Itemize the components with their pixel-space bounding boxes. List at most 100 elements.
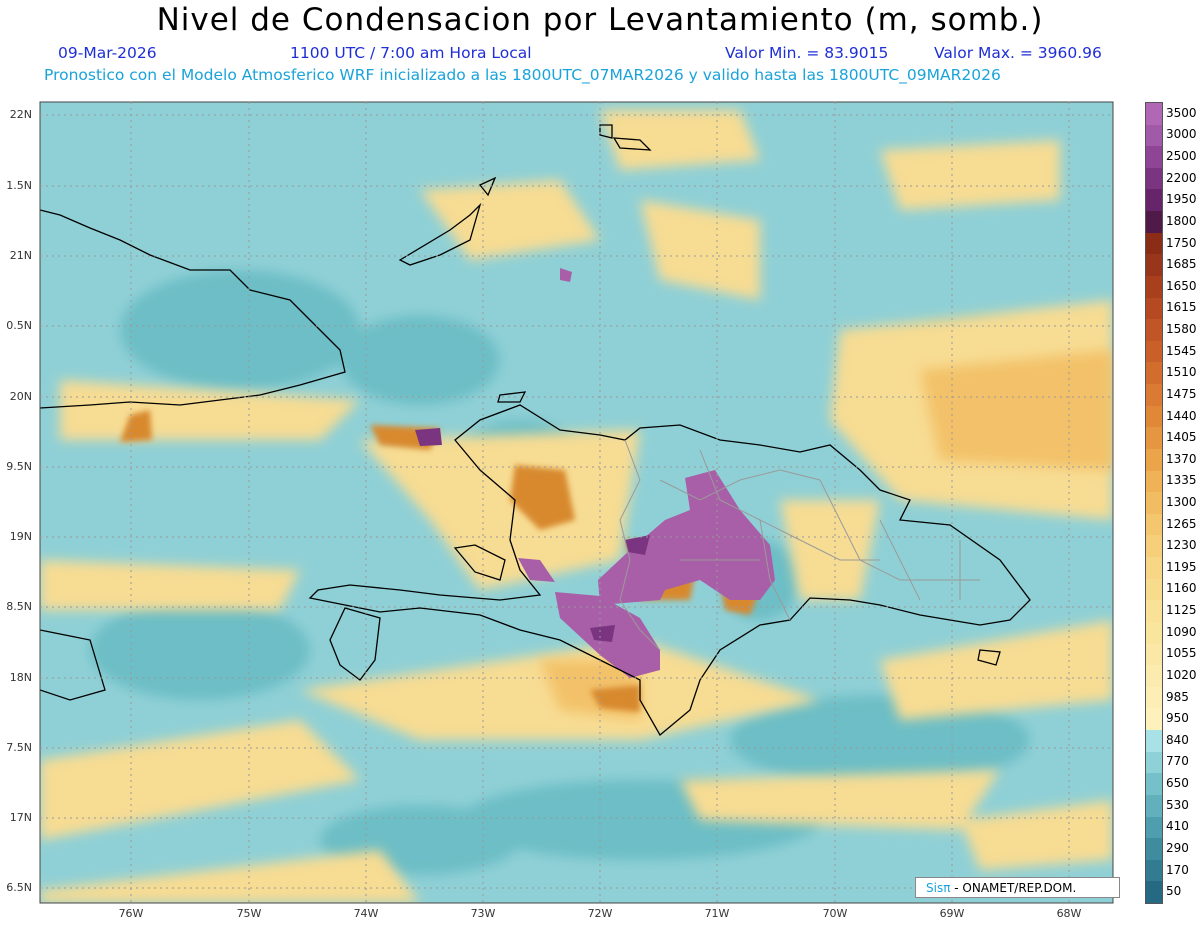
legend-label: 1370 bbox=[1166, 451, 1197, 466]
legend-label: 3000 bbox=[1166, 127, 1197, 142]
legend-label: 650 bbox=[1166, 776, 1189, 791]
legend-swatch bbox=[1146, 167, 1162, 190]
legend-label: 290 bbox=[1166, 840, 1189, 855]
legend-label: 950 bbox=[1166, 711, 1189, 726]
legend-label: 1300 bbox=[1166, 495, 1197, 509]
legend-label: 1650 bbox=[1166, 278, 1197, 293]
x-tick: 70W bbox=[822, 907, 848, 920]
legend-label: 1440 bbox=[1166, 408, 1197, 423]
x-tick: 73W bbox=[470, 907, 496, 920]
x-tick: 71W bbox=[704, 907, 730, 920]
legend-swatch bbox=[1146, 103, 1162, 126]
legend-swatch bbox=[1146, 384, 1162, 407]
legend-swatch bbox=[1146, 211, 1162, 234]
y-tick: 21N bbox=[9, 249, 32, 262]
legend-swatch bbox=[1146, 319, 1162, 342]
legend-label: 1335 bbox=[1166, 473, 1197, 488]
legend-swatch bbox=[1146, 773, 1162, 796]
y-tick: 1.5N bbox=[6, 179, 32, 192]
legend-swatch bbox=[1146, 557, 1162, 580]
jamaica-coast bbox=[40, 629, 106, 701]
legend-label: 1545 bbox=[1166, 343, 1197, 358]
legend-swatch bbox=[1146, 362, 1162, 385]
credit-box: Sisπ - ONAMET/REP.DOM. bbox=[915, 877, 1120, 898]
y-tick: 6.5N bbox=[6, 881, 32, 894]
legend-swatch bbox=[1146, 708, 1162, 731]
legend-label: 1230 bbox=[1166, 538, 1197, 553]
legend-label: 410 bbox=[1166, 819, 1189, 834]
legend-swatch bbox=[1146, 621, 1162, 645]
map-title: Nivel de Condensacion por Levantamiento … bbox=[156, 2, 1044, 38]
tortuga-coast bbox=[497, 391, 527, 403]
legend-label: 1160 bbox=[1166, 581, 1197, 596]
legend-label: 1615 bbox=[1166, 300, 1197, 315]
legend-swatch bbox=[1146, 427, 1162, 450]
y-tick: 18N bbox=[9, 671, 32, 684]
legend-label: 1055 bbox=[1166, 646, 1197, 661]
sispi-logo-text: Sisπ bbox=[926, 881, 951, 895]
y-tick: 20N bbox=[9, 390, 32, 403]
model-description: Pronostico con el Modelo Atmosferico WRF… bbox=[44, 66, 1001, 84]
y-tick: 0.5N bbox=[6, 319, 32, 332]
legend-swatch bbox=[1146, 600, 1162, 623]
legend-swatch bbox=[1146, 643, 1162, 666]
forecast-date: 09-Mar-2026 bbox=[58, 44, 157, 62]
legend-label: 3500 bbox=[1166, 105, 1197, 120]
legend-label: 2200 bbox=[1166, 170, 1197, 185]
legend-label: 1405 bbox=[1166, 430, 1197, 445]
credit-text: - ONAMET/REP.DOM. bbox=[950, 881, 1077, 895]
dark-purple-spots bbox=[415, 428, 650, 642]
legend-swatch bbox=[1146, 470, 1162, 493]
legend-label: 1750 bbox=[1166, 235, 1197, 250]
x-tick: 76W bbox=[118, 907, 144, 920]
legend-swatch bbox=[1146, 405, 1162, 428]
legend-swatch bbox=[1146, 275, 1162, 299]
legend-label: 1685 bbox=[1166, 257, 1197, 272]
legend-label: 1950 bbox=[1166, 192, 1197, 207]
legend-swatch bbox=[1146, 448, 1162, 472]
legend-swatch bbox=[1146, 751, 1162, 774]
graticule bbox=[40, 102, 1113, 903]
legend-swatch bbox=[1146, 232, 1162, 255]
legend-label: 1125 bbox=[1166, 603, 1197, 618]
color-scale-bar bbox=[1145, 102, 1163, 904]
legend-swatch bbox=[1146, 513, 1162, 536]
legend-label: 1195 bbox=[1166, 559, 1197, 574]
legend-label: 985 bbox=[1166, 689, 1189, 704]
inagua-coast bbox=[398, 202, 482, 266]
legend-swatch bbox=[1146, 124, 1162, 147]
gonave-coast bbox=[453, 544, 506, 581]
legend-label: 2500 bbox=[1166, 149, 1197, 164]
legend-label: 1580 bbox=[1166, 322, 1197, 337]
value-max: Valor Max. = 3960.96 bbox=[934, 44, 1102, 62]
legend-swatch bbox=[1146, 297, 1162, 320]
legend-label: 50 bbox=[1166, 884, 1182, 899]
legend-swatch bbox=[1146, 816, 1162, 839]
legend-label: 530 bbox=[1166, 797, 1189, 812]
legend-swatch bbox=[1146, 189, 1162, 212]
x-tick: 68W bbox=[1056, 907, 1082, 920]
legend-label: 1510 bbox=[1166, 365, 1197, 380]
legend-swatch bbox=[1146, 578, 1162, 601]
y-tick: 9.5N bbox=[6, 460, 32, 473]
x-tick: 74W bbox=[353, 907, 379, 920]
legend-swatch bbox=[1146, 254, 1162, 277]
legend-swatch bbox=[1146, 146, 1162, 169]
legend-swatch bbox=[1146, 492, 1162, 515]
legend-label: 1020 bbox=[1166, 667, 1197, 682]
x-tick: 72W bbox=[587, 907, 613, 920]
legend-label: 1800 bbox=[1166, 213, 1197, 228]
legend-swatch bbox=[1146, 838, 1162, 861]
y-tick: 7.5N bbox=[6, 741, 32, 754]
cuba-coast bbox=[40, 209, 346, 409]
y-tick: 17N bbox=[9, 811, 32, 824]
legend-swatch bbox=[1146, 881, 1162, 904]
y-tick: 22N bbox=[9, 108, 32, 121]
legend-swatch bbox=[1146, 859, 1162, 882]
legend-label: 1090 bbox=[1166, 624, 1197, 639]
legend-swatch bbox=[1146, 340, 1162, 363]
forecast-time: 1100 UTC / 7:00 am Hora Local bbox=[290, 44, 532, 62]
legend-swatch bbox=[1146, 730, 1162, 753]
legend-swatch bbox=[1146, 686, 1162, 709]
